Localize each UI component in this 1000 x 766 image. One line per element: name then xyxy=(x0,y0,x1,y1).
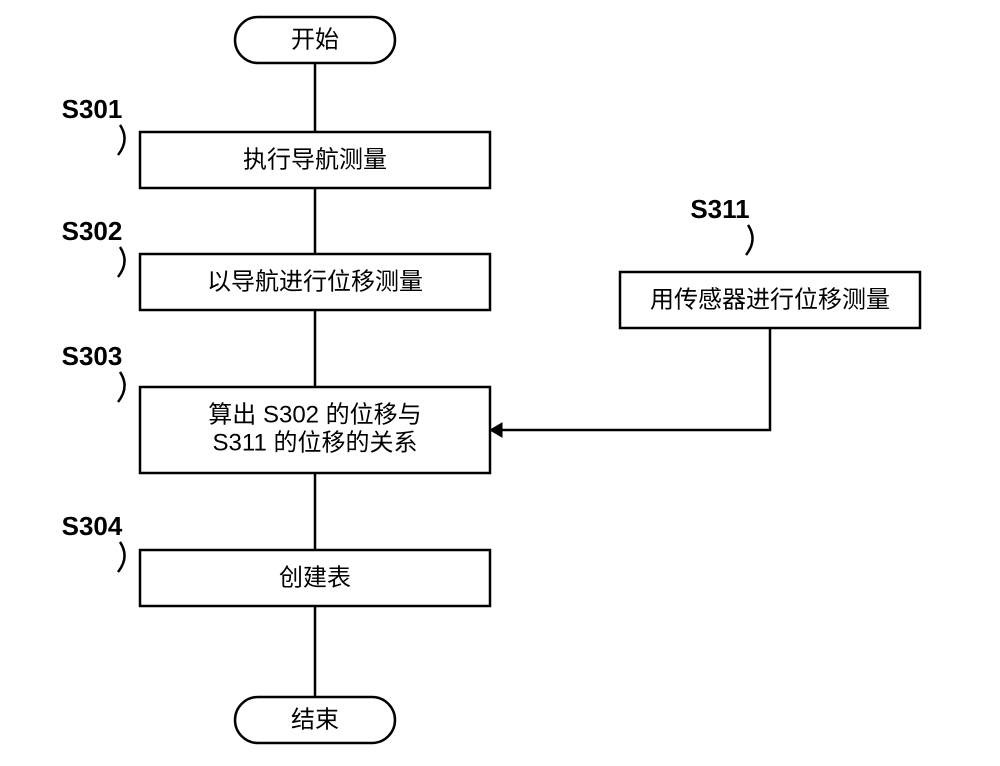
label-s311: S311 xyxy=(690,194,749,224)
node-start: 开始 xyxy=(235,17,395,63)
node-s311: 用传感器进行位移测量 xyxy=(620,272,920,328)
node-s303-text-0: 算出 S302 的位移与 xyxy=(208,401,421,428)
label-s304: S304 xyxy=(62,511,123,541)
flowchart-canvas: 开始执行导航测量以导航进行位移测量算出 S302 的位移与S311 的位移的关系… xyxy=(0,0,1000,766)
label-connector-s303 xyxy=(118,372,125,402)
label-connector-s301 xyxy=(118,125,125,155)
node-end: 结束 xyxy=(235,697,395,743)
label-connector-s311 xyxy=(746,225,753,255)
node-s311-text: 用传感器进行位移测量 xyxy=(650,286,890,313)
node-s304: 创建表 xyxy=(140,550,490,606)
label-connector-s302 xyxy=(118,247,125,277)
node-start-text: 开始 xyxy=(291,26,339,53)
label-connector-s304 xyxy=(118,542,125,572)
label-s303: S303 xyxy=(62,341,123,371)
node-end-text: 结束 xyxy=(291,706,339,733)
node-s304-text: 创建表 xyxy=(279,564,351,591)
node-s302: 以导航进行位移测量 xyxy=(140,254,490,310)
node-s302-text: 以导航进行位移测量 xyxy=(207,268,423,295)
label-s301: S301 xyxy=(62,94,123,124)
node-s303: 算出 S302 的位移与S311 的位移的关系 xyxy=(140,387,490,473)
node-s301-text: 执行导航测量 xyxy=(243,146,387,173)
label-s302: S302 xyxy=(62,216,123,246)
node-s301: 执行导航测量 xyxy=(140,132,490,188)
node-s303-text-1: S311 的位移的关系 xyxy=(213,429,418,456)
